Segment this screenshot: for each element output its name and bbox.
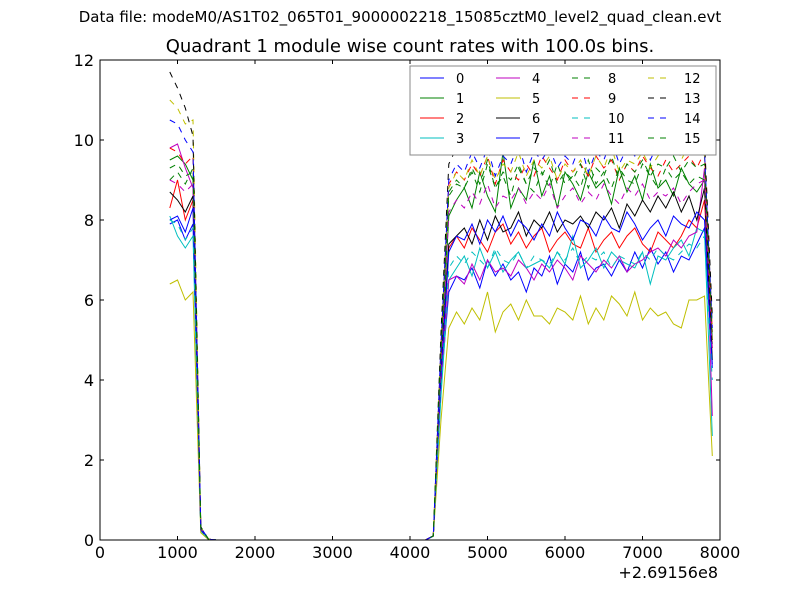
legend-label-7: 7: [532, 132, 540, 147]
y-tick-label: 12: [74, 51, 94, 70]
tick-layer: 0 1000 2000 3000 4000 5000 6000 7000 80000246810…: [74, 51, 741, 562]
x-tick-label: 6000: [545, 543, 586, 562]
series-line-7: [169, 207, 713, 541]
legend-label-11: 11: [608, 132, 625, 147]
y-tick-label: 6: [84, 291, 94, 310]
x-tick-label: 4000: [390, 543, 431, 562]
legend-label-6: 6: [532, 112, 540, 127]
y-tick-label: 0: [84, 531, 94, 550]
legend-box: [409, 65, 717, 156]
legend-label-13: 13: [684, 92, 701, 107]
legend-label-15: 15: [684, 132, 701, 147]
x-tick-label: 3000: [312, 543, 353, 562]
legend-label-5: 5: [532, 92, 540, 107]
y-tick-label: 4: [84, 371, 94, 390]
legend-label-10: 10: [608, 112, 625, 127]
series-line-15: [169, 154, 713, 541]
x-tick-label: 7000: [622, 543, 663, 562]
x-tick-label: 5000: [467, 543, 508, 562]
x-offset-label: +2.69156e8: [618, 563, 718, 582]
chart-title: Quadrant 1 module wise count rates with …: [165, 36, 655, 57]
y-tick-label: 10: [74, 131, 94, 150]
legend-label-1: 1: [456, 92, 464, 107]
x-tick-label: 8000: [700, 543, 741, 562]
series-line-12: [169, 99, 713, 541]
x-tick-label: 1000: [157, 543, 198, 562]
series-line-10: [169, 219, 713, 541]
x-tick-label: 0: [95, 543, 105, 562]
legend-label-0: 0: [456, 72, 464, 87]
legend-label-9: 9: [608, 92, 616, 107]
legend-label-4: 4: [532, 72, 540, 87]
series-line-6: [169, 187, 713, 541]
legend-label-3: 3: [456, 132, 464, 147]
series-line-5: [169, 279, 713, 541]
legend-label-14: 14: [684, 112, 701, 127]
y-tick-label: 8: [84, 211, 94, 230]
figure-suptitle: Data file: modeM0/AS1T02_065T01_90000022…: [78, 8, 722, 26]
legend-label-8: 8: [608, 72, 616, 87]
series-line-11: [169, 179, 713, 541]
x-tick-label: 2000: [235, 543, 276, 562]
legend-label-2: 2: [456, 112, 464, 127]
legend-label-12: 12: [684, 72, 701, 87]
y-tick-label: 2: [84, 451, 94, 470]
